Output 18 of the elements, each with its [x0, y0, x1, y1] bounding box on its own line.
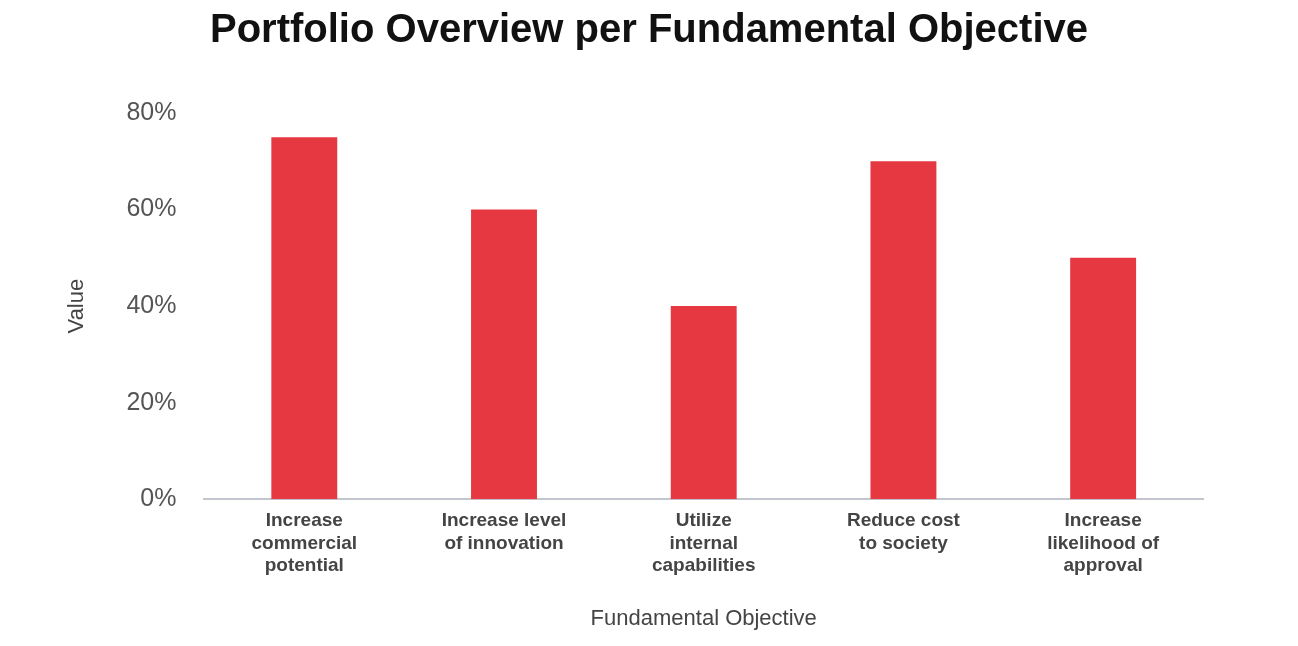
- y-tick-label: 20%: [126, 386, 177, 415]
- bar: [670, 306, 737, 500]
- y-tick-label: 60%: [126, 193, 177, 222]
- y-tick-label: 40%: [126, 289, 177, 318]
- bar: [471, 209, 537, 500]
- bar: [870, 161, 937, 500]
- x-tick-label: Increase level of innovation: [441, 508, 567, 553]
- y-tick-label: 0%: [140, 483, 177, 512]
- bar: [271, 137, 338, 500]
- y-tick-label: 80%: [126, 96, 177, 125]
- bar: [1070, 257, 1137, 500]
- x-tick-label: Increase commercial potential: [251, 508, 358, 576]
- x-tick-label: Increase likelihood of approval: [1047, 508, 1160, 576]
- x-tick-label: Reduce cost to society: [846, 508, 961, 553]
- x-tick-label: Utilize internal capabilities: [651, 508, 756, 576]
- y-axis-title: Value: [63, 278, 89, 334]
- chart-title: Portfolio Overview per Fundamental Objective: [209, 6, 1089, 51]
- x-axis-title: Fundamental Objective: [590, 604, 817, 630]
